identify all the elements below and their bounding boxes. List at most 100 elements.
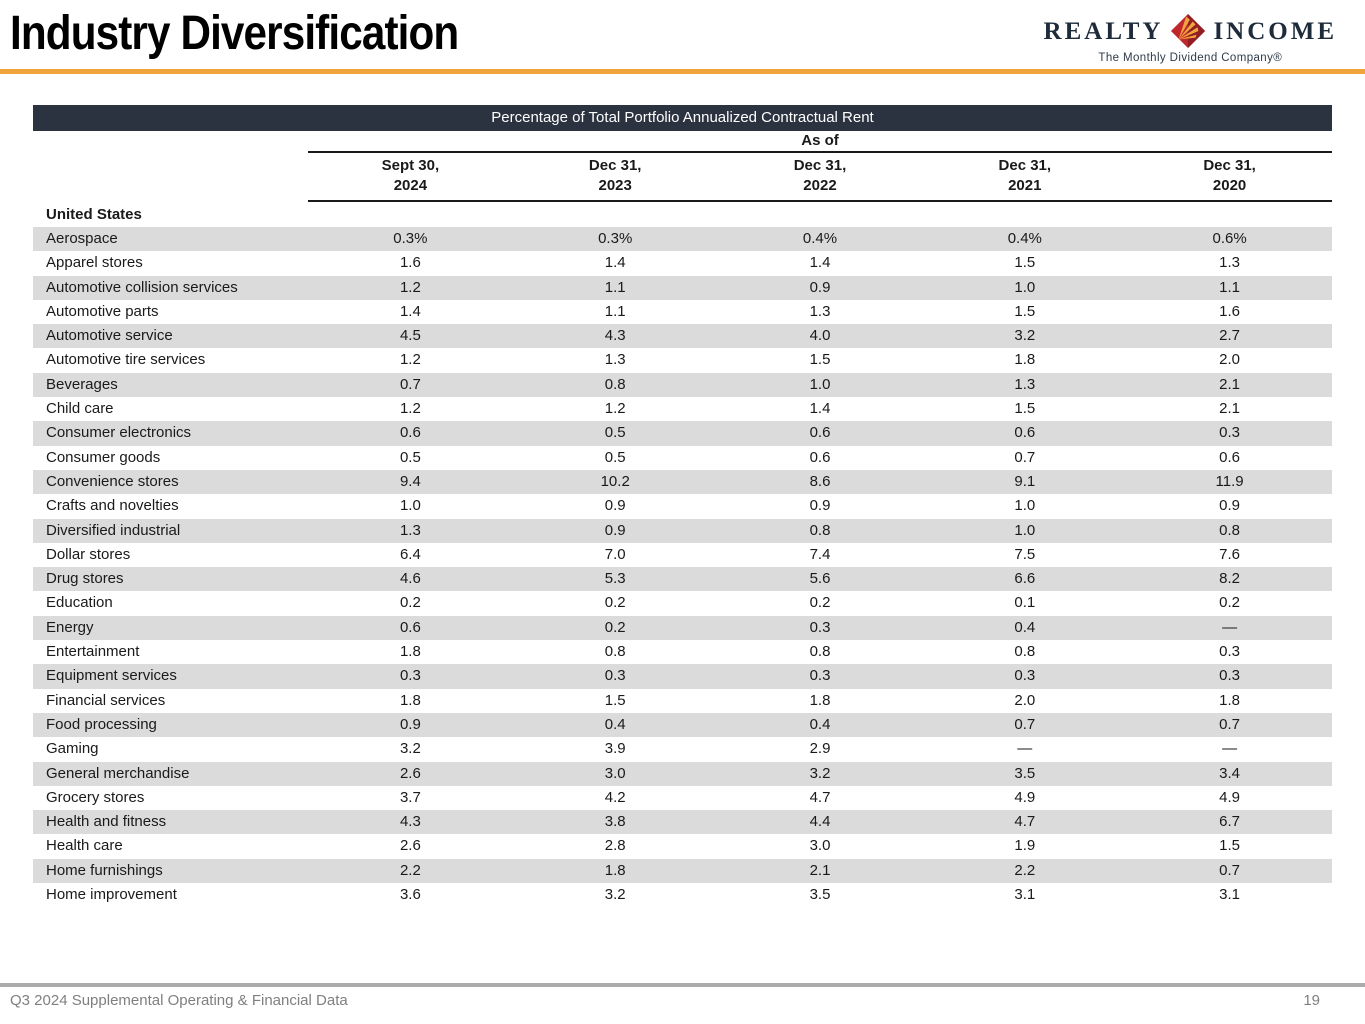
- value-cell: 2.6: [399, 837, 421, 855]
- value-cell: 2.2: [1014, 861, 1036, 879]
- page-title: Industry Diversification: [10, 7, 459, 60]
- industry-label: Automotive collision services: [46, 278, 238, 296]
- value-cell: 0.5: [604, 424, 626, 442]
- value-cell: 1.0: [809, 375, 831, 393]
- value-cell: 0.7: [1219, 715, 1241, 733]
- industry-label: Diversified industrial: [46, 521, 181, 539]
- table-row: Apparel stores 1.6 1.4 1.4 1.5 1.3: [33, 251, 1332, 275]
- table-row: Education 0.2 0.2 0.2 0.1 0.2: [33, 591, 1332, 615]
- table-row: Home furnishings 2.2 1.8 2.1 2.2 0.7: [33, 858, 1332, 884]
- table-row: Home improvement 3.6 3.2 3.5 3.1 3.1: [33, 883, 1332, 907]
- table-row: Grocery stores 3.7 4.2 4.7 4.9 4.9: [33, 786, 1332, 810]
- industry-label: Consumer electronics: [46, 424, 192, 442]
- value-cell: 0.4: [1014, 618, 1036, 636]
- value-cell: 0.2: [1219, 594, 1241, 612]
- column-header-year: 2022: [803, 177, 837, 194]
- value-cell: 1.5: [1014, 302, 1036, 320]
- value-cell: 0.7: [1219, 861, 1241, 879]
- value-cell: 0.5: [399, 448, 421, 466]
- value-cell: 1.5: [1014, 254, 1036, 272]
- table-row: Beverages 0.7 0.8 1.0 1.3 2.1: [33, 372, 1332, 398]
- value-cell: 0.3: [809, 667, 831, 685]
- table-row: Drug stores 4.6 5.3 5.6 6.6 8.2: [33, 567, 1332, 592]
- value-cell: 1.8: [399, 643, 421, 661]
- value-cell: 1.6: [399, 254, 421, 272]
- industry-label: Crafts and novelties: [46, 497, 179, 515]
- value-cell: 0.9: [399, 715, 421, 733]
- value-cell: 0.2: [604, 618, 626, 636]
- value-cell: 1.8: [604, 861, 626, 879]
- value-cell: 4.2: [604, 788, 626, 806]
- industry-label: Financial services: [46, 691, 166, 709]
- value-cell: 0.5: [604, 448, 626, 466]
- column-header-date: Dec 31,: [793, 157, 847, 174]
- value-cell: 4.4: [809, 813, 831, 831]
- value-cell: 3.2: [809, 764, 831, 782]
- value-cell: 2.0: [1014, 691, 1036, 709]
- value-cell: 0.9: [1219, 497, 1241, 515]
- value-cell: 0.4: [809, 715, 831, 733]
- industry-label: Home improvement: [46, 886, 177, 904]
- value-cell: 1.5: [1014, 400, 1036, 418]
- value-cell: 2.9: [809, 740, 831, 758]
- table-row: Energy 0.6 0.2 0.3 0.4 —: [33, 615, 1332, 641]
- industry-label: Health care: [46, 837, 123, 855]
- value-cell: 2.7: [1219, 327, 1241, 345]
- industry-diversification-table: Percentage of Total Portfolio Annualized…: [33, 105, 1332, 907]
- value-cell: 8.2: [1219, 570, 1241, 588]
- value-cell: 1.8: [399, 691, 421, 709]
- industry-label: Consumer goods: [46, 448, 161, 466]
- value-cell: 1.0: [1014, 278, 1036, 296]
- value-cell: 3.5: [1014, 764, 1036, 782]
- logo-text-realty: REALTY: [1043, 17, 1164, 45]
- column-header-2021: Dec 31, 2021: [922, 156, 1127, 196]
- industry-label: Equipment services: [46, 667, 177, 685]
- value-cell: 1.3: [1014, 375, 1036, 393]
- industry-label: Dollar stores: [46, 545, 131, 563]
- value-cell: 3.1: [1219, 886, 1241, 904]
- value-cell: 1.8: [809, 691, 831, 709]
- industry-label: Convenience stores: [46, 472, 179, 490]
- column-header-year: 2024: [393, 177, 428, 194]
- industry-label: Home furnishings: [46, 861, 163, 879]
- value-cell: 9.1: [1014, 472, 1036, 490]
- value-cell: 1.4: [399, 302, 421, 320]
- value-cell: 1.0: [1014, 497, 1036, 515]
- value-cell: 1.2: [399, 351, 421, 369]
- value-cell: 0.7: [1014, 715, 1036, 733]
- logo-diamond-icon: [1171, 13, 1206, 49]
- value-cell: 0.7: [399, 375, 421, 393]
- industry-label: Automotive tire services: [46, 351, 206, 369]
- table-row: Aerospace 0.3% 0.3% 0.4% 0.4% 0.6%: [33, 227, 1332, 252]
- table-row: Consumer goods 0.5 0.5 0.6 0.7 0.6: [33, 446, 1332, 470]
- value-cell: 0.3: [1219, 643, 1241, 661]
- value-cell: 2.2: [399, 861, 421, 879]
- value-cell: 7.0: [604, 545, 626, 563]
- value-cell: 6.4: [399, 545, 421, 563]
- table-row: Crafts and novelties 1.0 0.9 0.9 1.0 0.9: [33, 494, 1332, 518]
- column-header-date: Dec 31,: [998, 157, 1052, 174]
- value-cell: 0.3: [1219, 424, 1241, 442]
- value-cell: 4.9: [1219, 788, 1241, 806]
- value-cell: 0.6: [809, 424, 831, 442]
- value-cell: 0.3: [1014, 667, 1036, 685]
- value-cell: 4.7: [809, 788, 831, 806]
- value-cell: 2.1: [1219, 400, 1241, 418]
- value-cell: 1.8: [1014, 351, 1036, 369]
- value-cell: 0.1: [1014, 594, 1036, 612]
- table-row: Diversified industrial 1.3 0.9 0.8 1.0 0.8: [33, 518, 1332, 543]
- value-cell: 4.7: [1014, 813, 1036, 831]
- value-cell: 3.2: [1014, 327, 1036, 345]
- column-header-2020: Dec 31, 2020: [1127, 156, 1332, 196]
- value-cell: —: [1017, 740, 1033, 758]
- value-cell: 3.7: [399, 788, 421, 806]
- industry-label: Drug stores: [46, 570, 124, 588]
- value-cell: 0.4%: [802, 230, 838, 247]
- value-cell: 5.6: [809, 570, 831, 588]
- logo-text-income: INCOME: [1213, 17, 1337, 45]
- value-cell: 3.0: [604, 764, 626, 782]
- industry-label: Apparel stores: [46, 254, 143, 272]
- value-cell: 1.5: [604, 691, 626, 709]
- page-number: 19: [1303, 992, 1320, 1009]
- value-cell: 6.6: [1014, 570, 1036, 588]
